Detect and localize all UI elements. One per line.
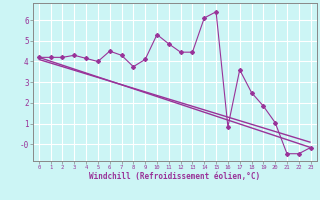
- X-axis label: Windchill (Refroidissement éolien,°C): Windchill (Refroidissement éolien,°C): [89, 172, 260, 181]
